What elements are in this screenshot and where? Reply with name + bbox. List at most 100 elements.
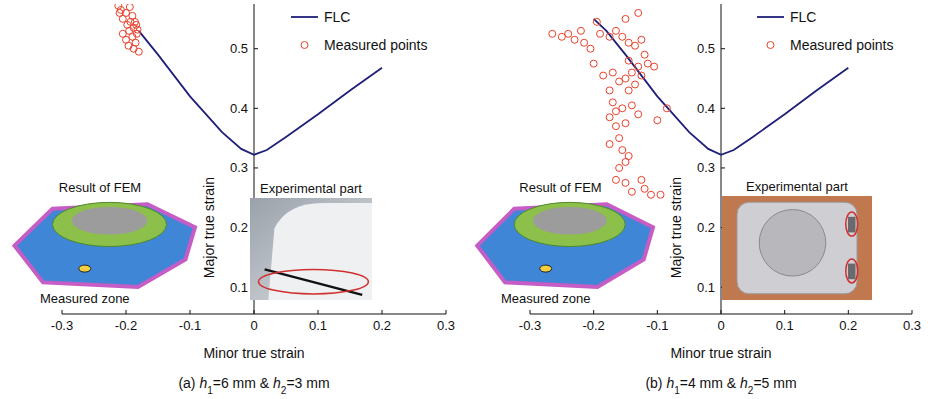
insets: Result of FEMMeasured zoneExperimental p…	[477, 179, 872, 306]
measured-point	[663, 105, 670, 112]
measured-point	[565, 30, 572, 37]
y-axis-title: Major true strain	[201, 177, 217, 278]
y-tick-label: 0.2	[230, 220, 248, 235]
y-tick	[254, 108, 258, 109]
measured-point	[628, 102, 635, 109]
y-tick-label: 0.5	[230, 41, 248, 56]
x-tick	[318, 310, 319, 314]
x-axis-title: Minor true strain	[670, 345, 771, 361]
measured-point	[577, 27, 584, 34]
y-tick-label: 0.3	[697, 160, 715, 175]
caption: (b) h1=4 mm & h2=5 mm	[645, 375, 796, 396]
measured-point	[657, 191, 664, 198]
caption-part: =3 mm	[286, 375, 329, 391]
measured-point	[606, 33, 613, 40]
x-tick	[912, 310, 913, 314]
x-tick	[657, 310, 658, 314]
caption-part: h	[273, 375, 281, 391]
photo-part	[759, 210, 826, 277]
measured-point	[606, 141, 613, 148]
panel: -0.3-0.2-0.100.10.20.30.10.20.30.40.5Min…	[15, 2, 456, 395]
measured-point	[622, 120, 629, 127]
x-tick-label: 0	[250, 318, 257, 333]
measured-point	[622, 15, 629, 22]
x-tick-label: 0.3	[437, 318, 455, 333]
measured-point	[135, 48, 142, 55]
measured-point	[647, 191, 654, 198]
measured-point	[612, 27, 619, 34]
caption-part: (b)	[645, 375, 666, 391]
insets: Result of FEMMeasured zoneExperimental p…	[15, 180, 373, 306]
legend: FLCMeasured points	[757, 9, 894, 53]
measured-point	[635, 111, 642, 118]
measured-point	[581, 39, 588, 46]
y-tick	[254, 48, 258, 49]
measured-point	[606, 87, 613, 94]
caption-part: h	[666, 375, 674, 391]
y-tick	[721, 167, 725, 168]
measured-point	[134, 26, 141, 33]
measured-point	[628, 188, 635, 195]
annotation: Measured zone	[40, 291, 130, 306]
legend-label: FLC	[324, 9, 350, 25]
caption: (a) h1=6 mm & h2=3 mm	[178, 375, 329, 396]
measured-point	[612, 176, 619, 183]
measured-point	[638, 36, 645, 43]
y-tick-label: 0.4	[697, 101, 715, 116]
x-tick	[254, 310, 255, 314]
crack-mark	[846, 259, 858, 283]
photo-part	[737, 202, 857, 294]
measured-point	[628, 69, 635, 76]
caption-part: h	[199, 375, 207, 391]
measured-point	[641, 185, 648, 192]
legend-swatch	[767, 42, 774, 49]
x-tick-label: 0	[717, 318, 724, 333]
measured-point	[654, 117, 661, 124]
measured-point	[606, 114, 613, 121]
measured-point	[619, 33, 626, 40]
legend-label: Measured points	[324, 37, 428, 53]
measured-point	[635, 63, 642, 70]
photo	[250, 198, 372, 300]
measured-point	[622, 75, 629, 82]
measured-point	[638, 72, 645, 79]
fem-top	[533, 207, 607, 235]
y-axis	[721, 4, 722, 314]
y-tick-label: 0.1	[697, 280, 715, 295]
measured-point	[638, 176, 645, 183]
x-tick	[721, 310, 722, 314]
legend-label: FLC	[790, 9, 816, 25]
measured-point	[597, 30, 604, 37]
x-tick-label: 0.1	[776, 318, 794, 333]
fem-dome	[53, 202, 167, 246]
y-tick	[721, 48, 725, 49]
x-tick-label: -0.2	[582, 318, 604, 333]
plot-data	[115, 4, 382, 155]
x-tick-label: 0.3	[903, 318, 921, 333]
annotation: Result of FEM	[519, 180, 601, 195]
measured-point	[612, 123, 619, 130]
legend: FLC Measured points	[291, 9, 428, 53]
measured-point	[641, 51, 648, 58]
measured-point	[632, 81, 639, 88]
measured-point	[571, 36, 578, 43]
measured-point	[651, 63, 658, 70]
legend-swatch	[291, 16, 318, 18]
x-tick-label: -0.3	[519, 318, 541, 333]
x-tick	[190, 310, 191, 314]
zone-marker	[540, 265, 552, 272]
x-tick	[593, 310, 594, 314]
x-tick-label: 0.1	[309, 318, 327, 333]
crack-mark	[259, 269, 369, 293]
measured-point	[549, 30, 556, 37]
x-tick-label: -0.1	[646, 318, 668, 333]
measured-point	[116, 9, 123, 16]
x-tick-label: -0.2	[115, 318, 137, 333]
x-tick	[446, 310, 447, 314]
measured-point	[619, 147, 626, 154]
measured-point	[616, 164, 623, 171]
measured-point	[126, 4, 133, 10]
photo-slot	[848, 264, 856, 280]
measured-point	[625, 57, 632, 64]
photo-slot	[848, 217, 856, 233]
